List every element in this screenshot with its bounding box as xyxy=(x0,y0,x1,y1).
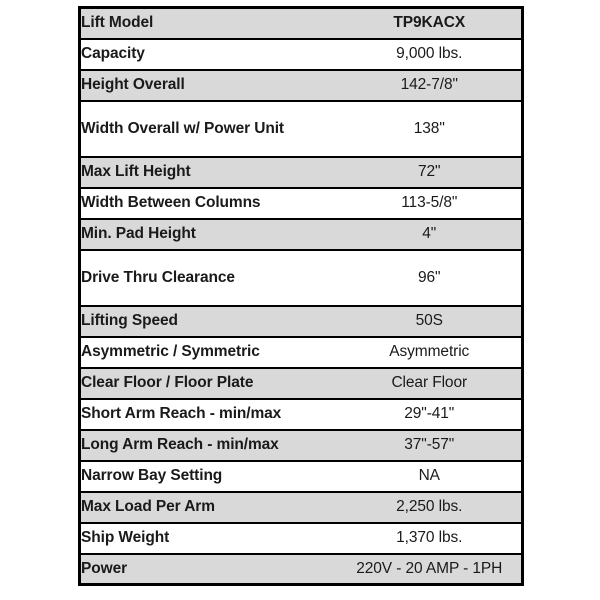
spec-value-cell: 72" xyxy=(337,156,523,189)
spec-value-cell: 9,000 lbs. xyxy=(337,38,523,71)
spec-value-cell: Clear Floor xyxy=(337,367,523,400)
spec-label-cell: Max Load Per Arm xyxy=(79,491,338,524)
spec-label-cell: Long Arm Reach - min/max xyxy=(79,429,338,462)
spec-label-cell: Width Between Columns xyxy=(79,187,338,220)
table-row: Min. Pad Height 4" xyxy=(79,218,523,251)
spec-value-cell: 142-7/8" xyxy=(337,69,523,102)
spec-value-cell: 2,250 lbs. xyxy=(337,491,523,524)
spec-label-cell: Lifting Speed xyxy=(79,305,338,338)
table-row: Width Between Columns 113-5/8" xyxy=(79,187,523,220)
spec-label-cell: Power xyxy=(79,553,338,585)
spec-label-cell: Clear Floor / Floor Plate xyxy=(79,367,338,400)
table-row: Asymmetric / Symmetric Asymmetric xyxy=(79,336,523,369)
table-row: Clear Floor / Floor Plate Clear Floor xyxy=(79,367,523,400)
spec-label-cell: Narrow Bay Setting xyxy=(79,460,338,493)
spec-value-cell: 96" xyxy=(337,249,523,307)
spec-value-cell: TP9KACX xyxy=(337,7,523,40)
spec-value-cell: NA xyxy=(337,460,523,493)
spec-label-cell: Ship Weight xyxy=(79,522,338,555)
table-row: Capacity 9,000 lbs. xyxy=(79,38,523,71)
spec-label-cell: Drive Thru Clearance xyxy=(79,249,338,307)
spec-label-cell: Short Arm Reach - min/max xyxy=(79,398,338,431)
table-row: Width Overall w/ Power Unit 138" xyxy=(79,100,523,158)
table-row: Short Arm Reach - min/max 29"-41" xyxy=(79,398,523,431)
spec-value-cell: Asymmetric xyxy=(337,336,523,369)
table-row: Ship Weight 1,370 lbs. xyxy=(79,522,523,555)
spec-table-body: Lift Model TP9KACX Capacity 9,000 lbs. Heigh… xyxy=(79,7,523,585)
lift-specification-table: Lift Model TP9KACX Capacity 9,000 lbs. Heigh… xyxy=(78,6,524,586)
spec-label-cell: Asymmetric / Symmetric xyxy=(79,336,338,369)
spec-label-cell: Max Lift Height xyxy=(79,156,338,189)
table-row: Lifting Speed 50S xyxy=(79,305,523,338)
spec-value-cell: 138" xyxy=(337,100,523,158)
table-row: Drive Thru Clearance 96" xyxy=(79,249,523,307)
table-row: Narrow Bay Setting NA xyxy=(79,460,523,493)
spec-label-cell: Capacity xyxy=(79,38,338,71)
table-row: Power 220V - 20 AMP - 1PH xyxy=(79,553,523,585)
spec-label-cell: Min. Pad Height xyxy=(79,218,338,251)
spec-label-cell: Height Overall xyxy=(79,69,338,102)
spec-value-cell: 37"-57" xyxy=(337,429,523,462)
spec-value-cell: 4" xyxy=(337,218,523,251)
table-row: Lift Model TP9KACX xyxy=(79,7,523,40)
spec-value-cell: 220V - 20 AMP - 1PH xyxy=(337,553,523,585)
spec-value-cell: 29"-41" xyxy=(337,398,523,431)
spec-value-cell: 1,370 lbs. xyxy=(337,522,523,555)
spec-label-cell: Lift Model xyxy=(79,7,338,40)
spec-label-cell: Width Overall w/ Power Unit xyxy=(79,100,338,158)
table-row: Max Lift Height 72" xyxy=(79,156,523,189)
table-row: Height Overall 142-7/8" xyxy=(79,69,523,102)
spec-value-cell: 50S xyxy=(337,305,523,338)
table-row: Max Load Per Arm 2,250 lbs. xyxy=(79,491,523,524)
table-row: Long Arm Reach - min/max 37"-57" xyxy=(79,429,523,462)
spec-value-cell: 113-5/8" xyxy=(337,187,523,220)
